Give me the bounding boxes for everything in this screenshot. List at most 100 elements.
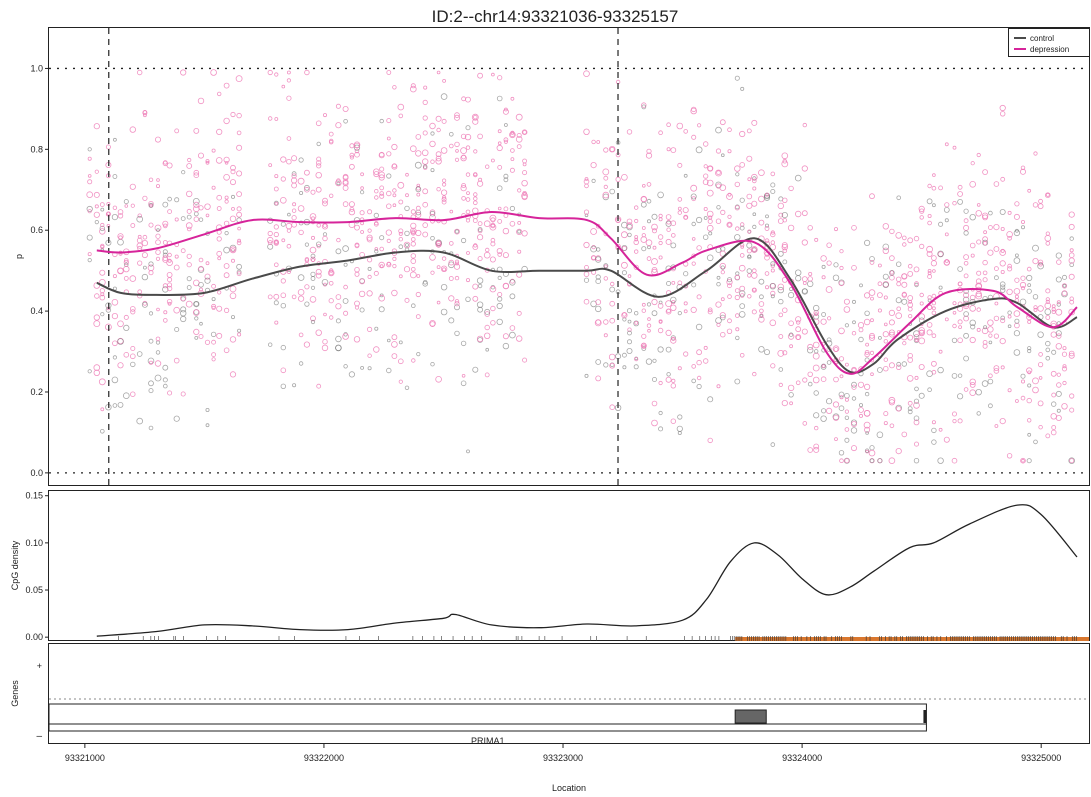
depression-sample-point [838,356,845,362]
depression-sample-point [303,341,310,348]
control-sample-point [162,201,169,208]
depression-sample-point [342,174,349,181]
control-sample-point [268,342,273,347]
depression-sample-point [975,292,983,300]
control-sample-point [1055,252,1062,259]
depression-sample-point [739,162,745,168]
control-sample-point [503,123,508,127]
depression-sample-point [602,191,610,199]
depression-sample-point [1069,248,1074,253]
depression-sample-point [477,133,483,140]
control-sample-point [739,225,745,231]
control-sample-point [825,398,833,405]
control-sample-point [814,349,819,354]
depression-sample-point [1000,365,1005,370]
depression-sample-point [1000,318,1006,324]
depression-sample-point [812,341,820,349]
depression-sample-point [907,301,914,308]
depression-sample-point [707,307,713,313]
depression-sample-point [193,169,200,176]
depression-sample-point [304,284,310,290]
control-sample-point [691,378,696,384]
depression-sample-point [666,308,671,314]
density-axis-tick-label: 0.15 [25,491,43,501]
control-sample-point [759,314,764,319]
depression-sample-point [691,261,696,266]
depression-sample-point [155,233,161,239]
depression-sample-point [216,236,222,242]
depression-sample-point [1061,290,1068,296]
depression-sample-point [273,231,279,238]
depression-sample-point [926,250,933,257]
control-sample-point [627,330,632,336]
depression-sample-point [1062,364,1067,369]
depression-sample-point [349,155,354,160]
depression-sample-point [993,224,1000,231]
control-sample-point [287,212,291,217]
depression-sample-point [988,333,993,338]
depression-sample-point [734,274,740,280]
depression-sample-point [752,186,757,191]
depression-sample-point [136,242,143,249]
depression-sample-point [976,307,981,312]
depression-sample-point [795,335,801,340]
depression-sample-point [993,368,1000,374]
depression-sample-point [441,199,447,205]
depression-sample-point [1013,213,1020,220]
control-sample-point [343,364,348,369]
control-sample-point [1051,349,1057,355]
depression-sample-point [770,171,776,177]
depression-sample-point [671,336,676,341]
control-sample-point [154,374,162,382]
depression-sample-point [1068,211,1075,218]
depression-sample-point [454,299,460,304]
depression-sample-point [1026,312,1032,318]
control-sample-point [398,244,404,250]
depression-sample-point [230,258,235,263]
depression-sample-point [497,141,502,146]
control-sample-point [691,282,697,288]
depression-sample-point [315,329,322,336]
control-sample-point [666,372,671,377]
depression-sample-point [373,168,380,175]
depression-sample-point [440,189,448,196]
depression-sample-point [386,203,392,209]
depression-sample-point [590,162,597,169]
depression-sample-point [166,285,173,292]
depression-sample-point [1045,241,1051,246]
depression-sample-point [807,447,813,453]
control-sample-point [676,425,683,432]
depression-sample-point [789,344,793,349]
depression-sample-point [889,274,895,281]
control-sample-point [379,235,385,241]
depression-sample-point [229,179,236,186]
depression-sample-point [148,222,154,228]
depression-sample-point [379,264,384,268]
depression-sample-point [727,294,732,299]
depression-sample-point [124,204,129,208]
depression-sample-point [919,243,925,249]
depression-sample-point [516,271,523,278]
cpg-density-panel [48,490,1090,641]
depression-sample-point [795,210,802,218]
depression-sample-point [870,372,874,377]
control-sample-point [670,335,676,341]
depression-sample-point [927,274,932,280]
depression-sample-point [902,341,907,346]
genes-panel [48,643,1090,744]
depression-sample-point [1038,352,1043,357]
depression-sample-point [770,263,775,268]
depression-sample-point [155,256,161,261]
depression-sample-point [610,281,615,287]
depression-sample-point [1019,281,1027,289]
depression-sample-point [136,237,143,244]
depression-sample-point [460,154,467,162]
depression-mean-line [96,210,1078,375]
depression-sample-point [882,331,889,338]
depression-sample-point [707,218,713,224]
depression-sample-point [1050,331,1057,338]
control-sample-point [591,178,596,183]
depression-sample-point [286,269,291,274]
depression-sample-point [1050,429,1057,436]
depression-sample-point [323,312,327,317]
